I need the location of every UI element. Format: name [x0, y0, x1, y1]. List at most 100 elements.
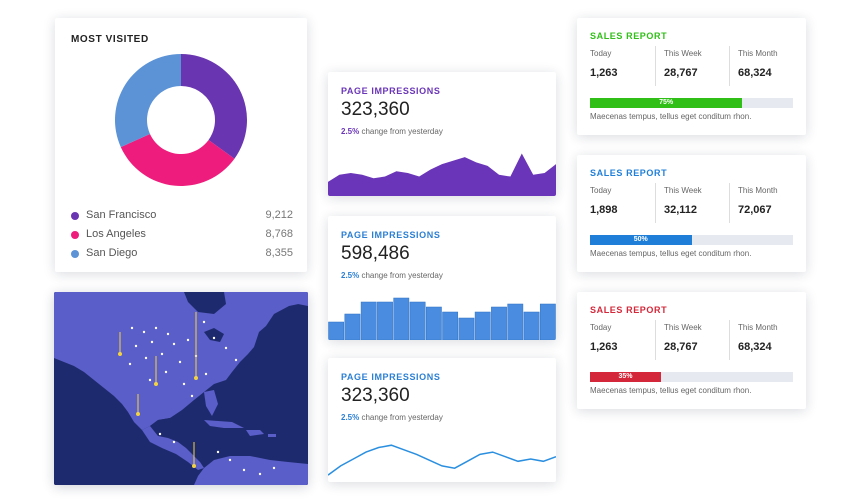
great-lakes	[204, 328, 224, 342]
bar[interactable]	[458, 317, 475, 340]
south-america	[194, 456, 308, 485]
divider	[655, 320, 656, 360]
legend-value: 8,355	[265, 247, 293, 259]
divider	[729, 320, 730, 360]
bar[interactable]	[425, 306, 442, 340]
stat-value: 32,112	[664, 204, 698, 216]
donut-slice-san-francisco[interactable]	[181, 54, 247, 159]
legend-name: Los Angeles	[86, 228, 146, 240]
florida	[204, 390, 218, 416]
stat-value: 28,767	[664, 341, 698, 353]
donut-chart	[115, 54, 247, 186]
change-text: change from yesterday	[359, 271, 443, 280]
gulf-of-mexico	[150, 406, 204, 436]
central-america	[142, 426, 204, 470]
legend-name: San Francisco	[86, 209, 157, 221]
impressions-card-2: PAGE IMPRESSIONS 598,486 2.5% change fro…	[328, 216, 556, 340]
bar[interactable]	[409, 301, 426, 340]
impressions-value: 598,486	[341, 243, 410, 264]
progress-fill: 50%	[590, 235, 692, 245]
impressions-value: 323,360	[341, 385, 410, 406]
area-series	[328, 153, 556, 196]
progress-label: 50%	[633, 236, 648, 243]
stat-week: This Week 28,767	[664, 49, 702, 89]
impressions-title: PAGE IMPRESSIONS	[341, 230, 441, 240]
progress-fill: 75%	[590, 98, 743, 108]
stat-today: Today 1,263	[590, 49, 618, 89]
bar[interactable]	[360, 301, 377, 340]
hispaniola	[246, 430, 264, 436]
map-svg	[54, 292, 308, 485]
change-pct: 2.5%	[341, 127, 360, 136]
divider	[655, 183, 656, 223]
bar-chart	[328, 297, 556, 340]
bar[interactable]	[474, 311, 491, 340]
impressions-card-3: PAGE IMPRESSIONS 323,360 2.5% change fro…	[328, 358, 556, 482]
legend-value: 8,768	[265, 228, 293, 240]
progress-bar: 50%	[590, 235, 793, 245]
divider	[729, 183, 730, 223]
bar[interactable]	[344, 313, 361, 340]
impressions-change: 2.5% change from yesterday	[341, 271, 443, 280]
progress-label: 35%	[618, 373, 633, 380]
stat-label: Today	[590, 323, 612, 332]
progress-bar: 75%	[590, 98, 793, 108]
donut-slice-los-angeles[interactable]	[120, 133, 235, 186]
bar[interactable]	[377, 301, 393, 340]
stat-label: This Month	[738, 186, 778, 195]
progress-fill: 35%	[590, 372, 662, 382]
stat-label: Today	[590, 49, 612, 58]
stat-label: This Week	[664, 186, 702, 195]
sales-report-card-3: SALES REPORT Today 1,263 This Week 28,767 …	[577, 292, 806, 409]
stat-month: This Month 68,324	[738, 49, 778, 89]
sales-report-card-1: SALES REPORT Today 1,263 This Week 28,767 …	[577, 18, 806, 135]
sales-title: SALES REPORT	[590, 31, 668, 41]
legend-dot	[71, 250, 79, 258]
stat-value: 1,263	[590, 67, 618, 79]
greenland	[290, 292, 308, 306]
bar[interactable]	[523, 311, 540, 340]
legend-dot	[71, 212, 79, 220]
legend-name: San Diego	[86, 247, 138, 259]
impressions-title: PAGE IMPRESSIONS	[341, 372, 441, 382]
world-map[interactable]	[54, 292, 308, 485]
divider	[729, 46, 730, 86]
sales-title: SALES REPORT	[590, 305, 668, 315]
stat-value: 1,263	[590, 341, 618, 353]
bar[interactable]	[507, 303, 524, 340]
stat-week: This Week 28,767	[664, 323, 702, 363]
most-visited-card: MOST VISITED San Francisco 9,212 Los Ang…	[55, 18, 307, 272]
divider	[655, 46, 656, 86]
impressions-title: PAGE IMPRESSIONS	[341, 86, 441, 96]
progress-bar: 35%	[590, 372, 793, 382]
sales-title: SALES REPORT	[590, 168, 668, 178]
donut-slice-san-diego[interactable]	[115, 54, 181, 148]
bar[interactable]	[491, 306, 507, 340]
cuba	[204, 420, 244, 428]
most-visited-title: MOST VISITED	[71, 34, 149, 45]
progress-label: 75%	[659, 99, 674, 106]
bar[interactable]	[539, 303, 556, 340]
impressions-card-1: PAGE IMPRESSIONS 323,360 2.5% change fro…	[328, 72, 556, 196]
stat-label: This Month	[738, 323, 778, 332]
sales-report-card-2: SALES REPORT Today 1,898 This Week 32,112 …	[577, 155, 806, 272]
stat-label: This Week	[664, 49, 702, 58]
bar[interactable]	[393, 297, 410, 340]
stat-month: This Month 72,067	[738, 186, 778, 226]
impressions-change: 2.5% change from yesterday	[341, 413, 443, 422]
city-dots	[128, 320, 276, 476]
stat-today: Today 1,898	[590, 186, 618, 226]
line-series	[328, 444, 556, 476]
stat-label: This Month	[738, 49, 778, 58]
stat-month: This Month 68,324	[738, 323, 778, 363]
stat-label: This Week	[664, 323, 702, 332]
bar[interactable]	[328, 321, 345, 340]
map-markers[interactable]	[118, 312, 198, 468]
stat-value: 1,898	[590, 204, 618, 216]
change-text: change from yesterday	[359, 127, 443, 136]
stat-value: 68,324	[738, 67, 772, 79]
area-chart	[328, 153, 556, 196]
impressions-value: 323,360	[341, 99, 410, 120]
stat-week: This Week 32,112	[664, 186, 702, 226]
bar[interactable]	[442, 311, 459, 340]
